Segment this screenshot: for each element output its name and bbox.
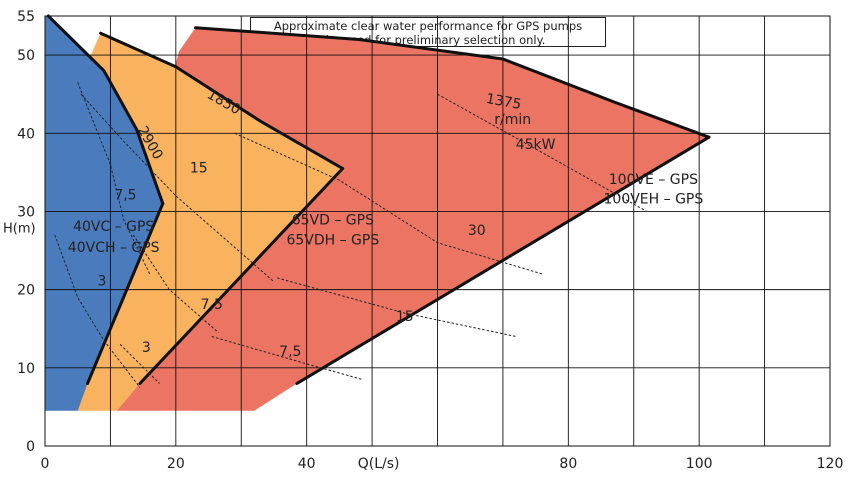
power-line: [132, 234, 219, 333]
x-tick-label: 120: [817, 456, 844, 472]
speed-label: 1375: [485, 91, 523, 113]
y-tick-label: 10: [17, 361, 35, 377]
y-tick-label: 20: [17, 283, 35, 299]
power-line: [119, 344, 160, 384]
power-line: [80, 93, 275, 283]
power-line: [234, 132, 543, 275]
plot-frame: [44, 15, 831, 447]
model-label: 100VE – GPS: [609, 172, 698, 188]
power-label: 3: [142, 340, 151, 356]
grid-layer: [44, 15, 831, 447]
region-medium: [77, 33, 343, 411]
power-label: 3: [97, 274, 106, 290]
outline-top-small: [46, 14, 165, 206]
outline-right-small: [86, 202, 165, 385]
model-label: 65VD – GPS: [292, 213, 374, 229]
x-tick-label: 80: [559, 456, 577, 472]
power-label: 15: [190, 160, 208, 176]
power-label: 7,5: [279, 344, 301, 360]
region-small: [45, 16, 163, 411]
outline-top-large: [194, 26, 711, 139]
outline-right-medium: [138, 167, 345, 385]
power-lines-layer: [54, 82, 648, 388]
x-tick-label: 20: [167, 456, 185, 472]
power-line: [437, 93, 648, 212]
y-tick-label: 40: [17, 126, 35, 142]
model-label: 40VC – GPS: [73, 219, 154, 235]
model-label: 100VEH – GPS: [604, 192, 704, 208]
outline-right-large: [295, 135, 711, 385]
chart-note-line-1: Approximate clear water performance for …: [273, 19, 583, 33]
y-tick-label: 50: [17, 48, 35, 64]
power-label: 15: [396, 309, 414, 325]
model-label: 40VCH – GPS: [68, 240, 160, 256]
y-tick-label: 55: [17, 9, 35, 25]
power-line: [211, 336, 363, 380]
y-axis-title: H(m): [3, 222, 36, 237]
extra-label: r/min: [494, 112, 531, 128]
power-label: 7,5: [114, 188, 136, 204]
power-label: 7,5: [201, 297, 223, 313]
x-tick-label: 100: [686, 456, 713, 472]
outline-layer: [46, 14, 711, 385]
power-label: 30: [468, 223, 486, 239]
power-line: [54, 234, 141, 388]
x-tick-label: 40: [298, 456, 316, 472]
model-label: 65VDH – GPS: [286, 232, 379, 248]
power-line: [277, 277, 517, 337]
axis-layer: 0 20 40 80 100 120 0 10 20 30 40 50 55 Q(L/s) H(m): [3, 9, 843, 472]
extra-label: 45kW: [516, 137, 556, 153]
y-tick-label: 0: [26, 439, 35, 455]
outline-top-medium: [99, 31, 345, 170]
y-tick-label: 30: [17, 204, 35, 220]
x-axis-title: Q(L/s): [358, 456, 400, 472]
x-tick-label: 0: [41, 456, 50, 472]
